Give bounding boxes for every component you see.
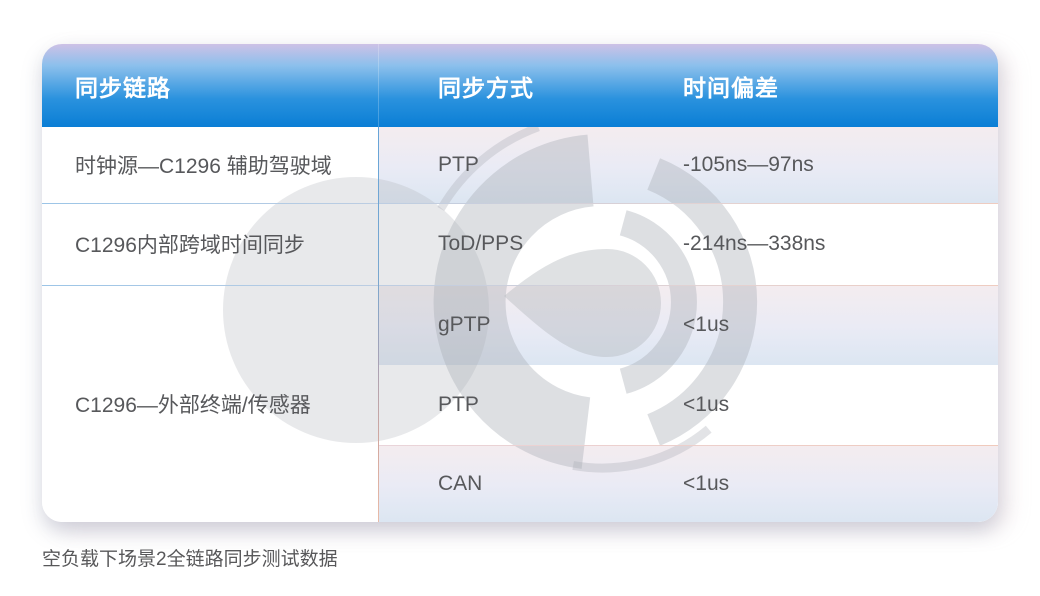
- cell-method-row1: PTP: [438, 153, 479, 176]
- row-band: [378, 285, 998, 365]
- table-header-row: 同步链路 同步方式 时间偏差: [42, 44, 998, 127]
- cell-link-row1: 时钟源—C1296 辅助驾驶域: [75, 155, 332, 178]
- cell-link-row3-merged: C1296—外部终端/传感器: [75, 393, 311, 417]
- header-column-divider: [378, 44, 379, 127]
- column-header-sync-link: 同步链路: [75, 74, 171, 101]
- sync-test-table: 同步链路 同步方式 时间偏差 时钟源—C1296 辅助驾驶域 C1296内部跨域…: [42, 44, 998, 522]
- column-divider: [378, 127, 379, 522]
- column-header-sync-method: 同步方式: [438, 74, 534, 101]
- row-band: [378, 127, 998, 203]
- cell-offset-row2: -214ns—338ns: [683, 232, 826, 255]
- row-band: [378, 445, 998, 522]
- column-header-time-offset: 时间偏差: [683, 74, 779, 101]
- cell-method-row2: ToD/PPS: [438, 232, 524, 255]
- cell-offset-row3b: <1us: [683, 393, 730, 416]
- cell-offset-row3a: <1us: [683, 313, 730, 336]
- table-caption: 空负载下场景2全链路同步测试数据: [42, 549, 338, 570]
- cell-offset-row3c: <1us: [683, 471, 730, 495]
- row-divider: [42, 203, 998, 204]
- table-body: 时钟源—C1296 辅助驾驶域 C1296内部跨域时间同步 C1296—外部终端…: [42, 127, 998, 522]
- cell-method-row3b: PTP: [438, 393, 479, 416]
- row-divider: [42, 285, 998, 286]
- cell-link-row2: C1296内部跨域时间同步: [75, 234, 305, 257]
- cell-offset-row1: -105ns—97ns: [683, 153, 814, 176]
- subrow-divider: [378, 445, 998, 446]
- cell-method-row3c: CAN: [438, 471, 483, 495]
- cell-method-row3a: gPTP: [438, 313, 491, 336]
